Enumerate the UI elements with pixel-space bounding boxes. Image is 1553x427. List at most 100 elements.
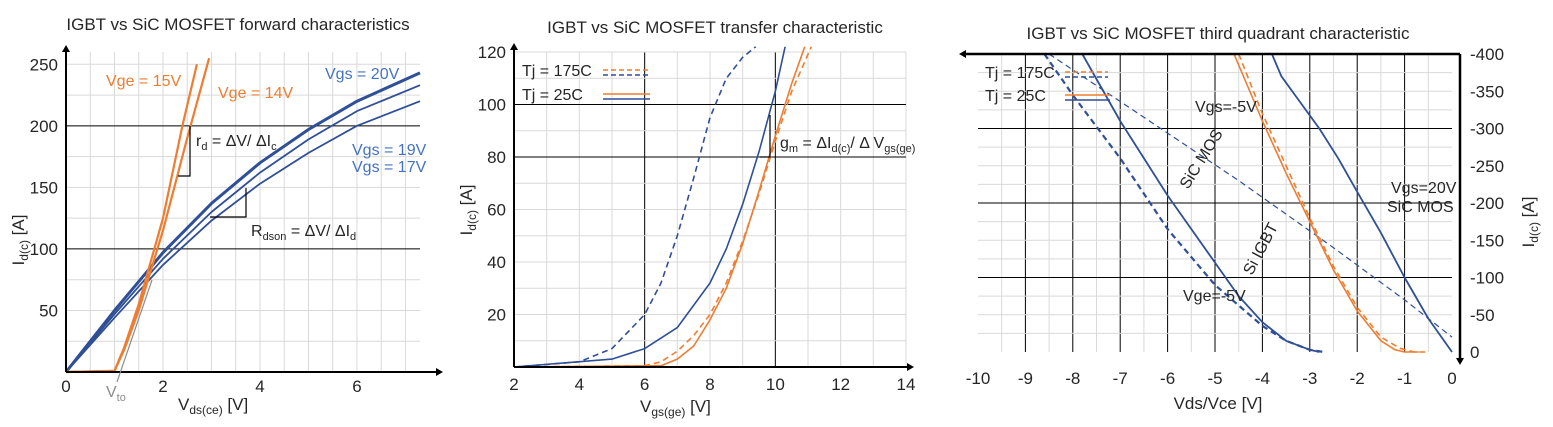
chart2-xtick: 6 xyxy=(640,375,649,394)
chart3-xtick: -1 xyxy=(1397,369,1412,388)
chart3-series xyxy=(1043,53,1453,354)
chart1-y-arrow xyxy=(62,45,70,52)
chart1-vto-label: Vto xyxy=(106,384,126,404)
chart1-series-vgs-17v xyxy=(65,100,421,373)
chart-forward-characteristics: IGBT vs SiC MOSFET forward characteristi… xyxy=(9,15,443,417)
chart3-ytick: -150 xyxy=(1470,231,1504,250)
chart3-label-si-igbt-rot: Si IGBT xyxy=(1241,220,1282,278)
chart3-series-sic-mos-vgs-5v-175c xyxy=(1043,53,1325,354)
chart3-label-sic-mos-rot: SiC MOS xyxy=(1177,127,1227,193)
chart-third-quadrant: IGBT vs SiC MOSFET third quadrant charac… xyxy=(959,24,1541,413)
chart2-gm-label: gm = ΔId(c)/ Δ Vgs(ge) xyxy=(780,135,915,155)
chart3-ylabel: Id(c) [A] xyxy=(1519,197,1541,248)
chart3-ticks: -10 -9 -8 -7 -6 -5 -4 -3 -2 -1 00-50-100-150-200-2… xyxy=(966,45,1504,388)
chart3-ytick: -250 xyxy=(1470,157,1504,176)
chart1-grid xyxy=(66,52,420,372)
chart3-series-si-igbt-175c xyxy=(1237,53,1429,353)
chart1-xlabel: Vds(ce) [V] xyxy=(178,395,248,417)
chart3-xtick: -4 xyxy=(1255,369,1270,388)
chart1-ylabel: Id(c) [A] xyxy=(9,215,31,266)
chart2-ytick: 100 xyxy=(478,96,506,115)
chart3-series-sic-mos-vgs-20v-25c xyxy=(1271,53,1453,353)
chart1-rd-triangle xyxy=(178,126,191,177)
chart2-x-arrow xyxy=(907,363,914,371)
chart1-ytick: 150 xyxy=(30,178,58,197)
chart3-title: IGBT vs SiC MOSFET third quadrant charac… xyxy=(1027,24,1410,43)
chart1-label-vgs17: Vgs = 17V xyxy=(352,159,427,176)
chart1-label-vge15: Vge = 15V xyxy=(106,73,182,90)
chart3-ytick: -300 xyxy=(1470,120,1504,139)
chart3-xtick: -9 xyxy=(1018,369,1033,388)
chart3-xtick: -6 xyxy=(1160,369,1175,388)
chart3-x-arrow xyxy=(959,50,966,58)
chart2-ytick: 60 xyxy=(487,201,506,220)
chart1-xtick: 0 xyxy=(61,377,70,396)
chart2-ticks: 2 4 6 8 10 12 14 20 40 60 80 100 120 xyxy=(478,43,916,394)
chart1-xtick: 6 xyxy=(352,377,361,396)
chart1-vto-line xyxy=(116,279,153,383)
chart3-label-sic-mos: SiC MOS xyxy=(1387,199,1454,216)
chart1-title: IGBT vs SiC MOSFET forward characteristi… xyxy=(66,15,409,34)
chart3-xtick: -5 xyxy=(1207,369,1222,388)
chart2-ylabel: Id(c) [A] xyxy=(457,185,479,236)
chart3-xtick: -3 xyxy=(1302,369,1317,388)
chart1-label-vgs20: Vgs = 20V xyxy=(325,66,400,83)
chart1-series xyxy=(64,57,421,374)
chart1-ticks: 0 2 4 6 50 100 150 200 250 xyxy=(30,55,362,396)
chart1-series-vgs-19v xyxy=(65,84,421,373)
chart3-xlabel: Vds/Vce [V] xyxy=(1174,394,1263,413)
chart1-rdson-label: Rdson = ΔV/ ΔId xyxy=(251,223,356,243)
chart2-grid xyxy=(514,51,907,367)
chart2-series-igbt-175c xyxy=(513,46,813,368)
chart1-ytick: 50 xyxy=(39,301,58,320)
chart2-series-sic-mos-175c xyxy=(513,46,757,368)
chart3-ytick: -50 xyxy=(1470,306,1495,325)
chart3-legend-175c: Tj = 175C xyxy=(985,65,1055,82)
chart3-xtick: -10 xyxy=(966,369,991,388)
chart1-x-arrow xyxy=(436,368,443,376)
chart3-legend: Tj = 175C Tj = 25C xyxy=(985,65,1110,105)
chart3-label-vgs-m5: Vgs=-5V xyxy=(1195,99,1257,116)
chart2-xtick: 10 xyxy=(766,375,785,394)
chart2-y-arrow xyxy=(510,43,518,50)
chart3-label-vgs20: Vgs=20V xyxy=(1391,180,1457,197)
chart1-ytick: 250 xyxy=(30,55,58,74)
chart1-ytick: 200 xyxy=(30,117,58,136)
chart3-legend-25c: Tj = 25C xyxy=(985,88,1046,105)
chart2-title: IGBT vs SiC MOSFET transfer characterist… xyxy=(547,18,883,37)
chart3-ytick: -200 xyxy=(1470,194,1504,213)
chart3-xtick: -2 xyxy=(1350,369,1365,388)
chart1-ytick: 100 xyxy=(30,240,58,259)
chart3-series-sic-mos-vgs-20v-175c xyxy=(1048,53,1453,338)
chart2-ytick: 80 xyxy=(487,148,506,167)
chart3-label-vge-m5: Vge=-5V xyxy=(1183,288,1246,305)
chart3-xtick: -7 xyxy=(1113,369,1128,388)
chart3-series-si-igbt-25c xyxy=(1233,53,1419,353)
chart3-ytick: 0 xyxy=(1470,343,1479,362)
chart3-ytick: -400 xyxy=(1470,45,1504,64)
chart2-series-sic-mos-25c xyxy=(513,46,786,368)
chart1-series-vgs-20v xyxy=(64,71,421,373)
chart1-xtick: 4 xyxy=(255,377,264,396)
chart1-label-vgs19: Vgs = 19V xyxy=(352,142,427,159)
chart3-xtick: -8 xyxy=(1065,369,1080,388)
chart1-rdson-triangle xyxy=(210,188,247,218)
chart3-ytick: -350 xyxy=(1470,82,1504,101)
chart2-legend: Tj = 175C Tj = 25C xyxy=(522,63,650,104)
chart2-gm-triangle xyxy=(760,115,771,158)
chart3-ytick: -100 xyxy=(1470,269,1504,288)
chart2-xtick: 2 xyxy=(509,375,518,394)
chart3-y-arrow xyxy=(1456,358,1464,365)
chart2-ytick: 20 xyxy=(487,306,506,325)
chart2-series-igbt-25c xyxy=(513,46,806,368)
chart2-series xyxy=(513,46,813,368)
chart2-ytick: 40 xyxy=(487,253,506,272)
chart1-rd-label: rd = ΔV/ ΔIc xyxy=(196,133,277,153)
chart2-ytick: 120 xyxy=(478,43,506,62)
chart2-legend-25c: Tj = 25C xyxy=(522,87,583,104)
chart1-series-vge-14v xyxy=(65,57,211,374)
chart1-label-vge14: Vge = 14V xyxy=(218,85,294,102)
chart2-xtick: 4 xyxy=(575,375,584,394)
chart2-xlabel: Vgs(ge) [V] xyxy=(640,397,711,419)
